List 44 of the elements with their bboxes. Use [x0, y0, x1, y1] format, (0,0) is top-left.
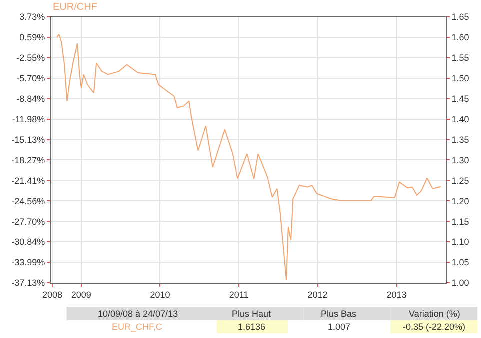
y2-tick-label: 1.60	[452, 32, 470, 43]
y-tick-label: -30.84%	[12, 237, 46, 248]
y-tick-label: -8.84%	[16, 94, 46, 104]
text: -0.35 (-22.20%)	[403, 322, 466, 332]
y-tick-label: -18.27%	[12, 155, 46, 166]
y-tick-label: 3.73%	[20, 12, 46, 22]
y2-tick-label: 1.65	[452, 12, 470, 22]
y-tick-label: -2.55%	[16, 53, 46, 64]
text: Variation (%)	[409, 309, 460, 319]
text: EUR_CHF,C	[112, 322, 164, 332]
text: 1.6136	[238, 322, 266, 332]
y-tick-label: -5.70%	[16, 74, 46, 84]
y2-tick-label: 1.30	[452, 155, 470, 166]
x-tick-label: 2008	[42, 290, 63, 300]
y2-tick-label: 1.45	[452, 94, 470, 104]
y-tick-label: -33.99%	[12, 258, 46, 268]
y2-tick-label: 1.35	[452, 134, 470, 145]
text: Plus Bas	[321, 309, 358, 319]
line-series	[56, 34, 442, 281]
x-tick-label: 2012	[308, 290, 328, 300]
y2-tick-label: 1.40	[452, 114, 470, 124]
y-tick-label: -24.56%	[12, 196, 46, 206]
text: 1.007	[328, 322, 351, 332]
text: 10/09/08 à 24/07/13	[98, 309, 178, 319]
y-tick-label: -11.98%	[12, 114, 46, 124]
y2-tick-label: 1.10	[452, 237, 470, 248]
y-tick-label: 0.59%	[20, 32, 46, 43]
x-tick-label: 2011	[229, 290, 249, 300]
x-tick-label: 2010	[150, 290, 170, 300]
text: Plus Haut	[232, 309, 272, 319]
y2-tick-label: 1.50	[452, 74, 470, 84]
y2-tick-label: 1.05	[452, 258, 470, 268]
y-tick-label: -37.13%	[12, 278, 46, 288]
y2-tick-label: 1.00	[452, 278, 470, 288]
y2-tick-label: 1.15	[452, 216, 470, 227]
y2-tick-label: 1.25	[452, 176, 470, 186]
y-tick-label: -27.70%	[12, 216, 46, 227]
x-tick-label: 2009	[71, 290, 92, 300]
chart-title: EUR/CHF	[53, 2, 98, 13]
x-tick-label: 2013	[386, 290, 407, 300]
y2-tick-label: 1.55	[452, 53, 470, 64]
y-tick-label: -21.41%	[12, 176, 46, 186]
y-tick-label: -15.13%	[12, 134, 46, 145]
y2-tick-label: 1.20	[452, 196, 470, 206]
